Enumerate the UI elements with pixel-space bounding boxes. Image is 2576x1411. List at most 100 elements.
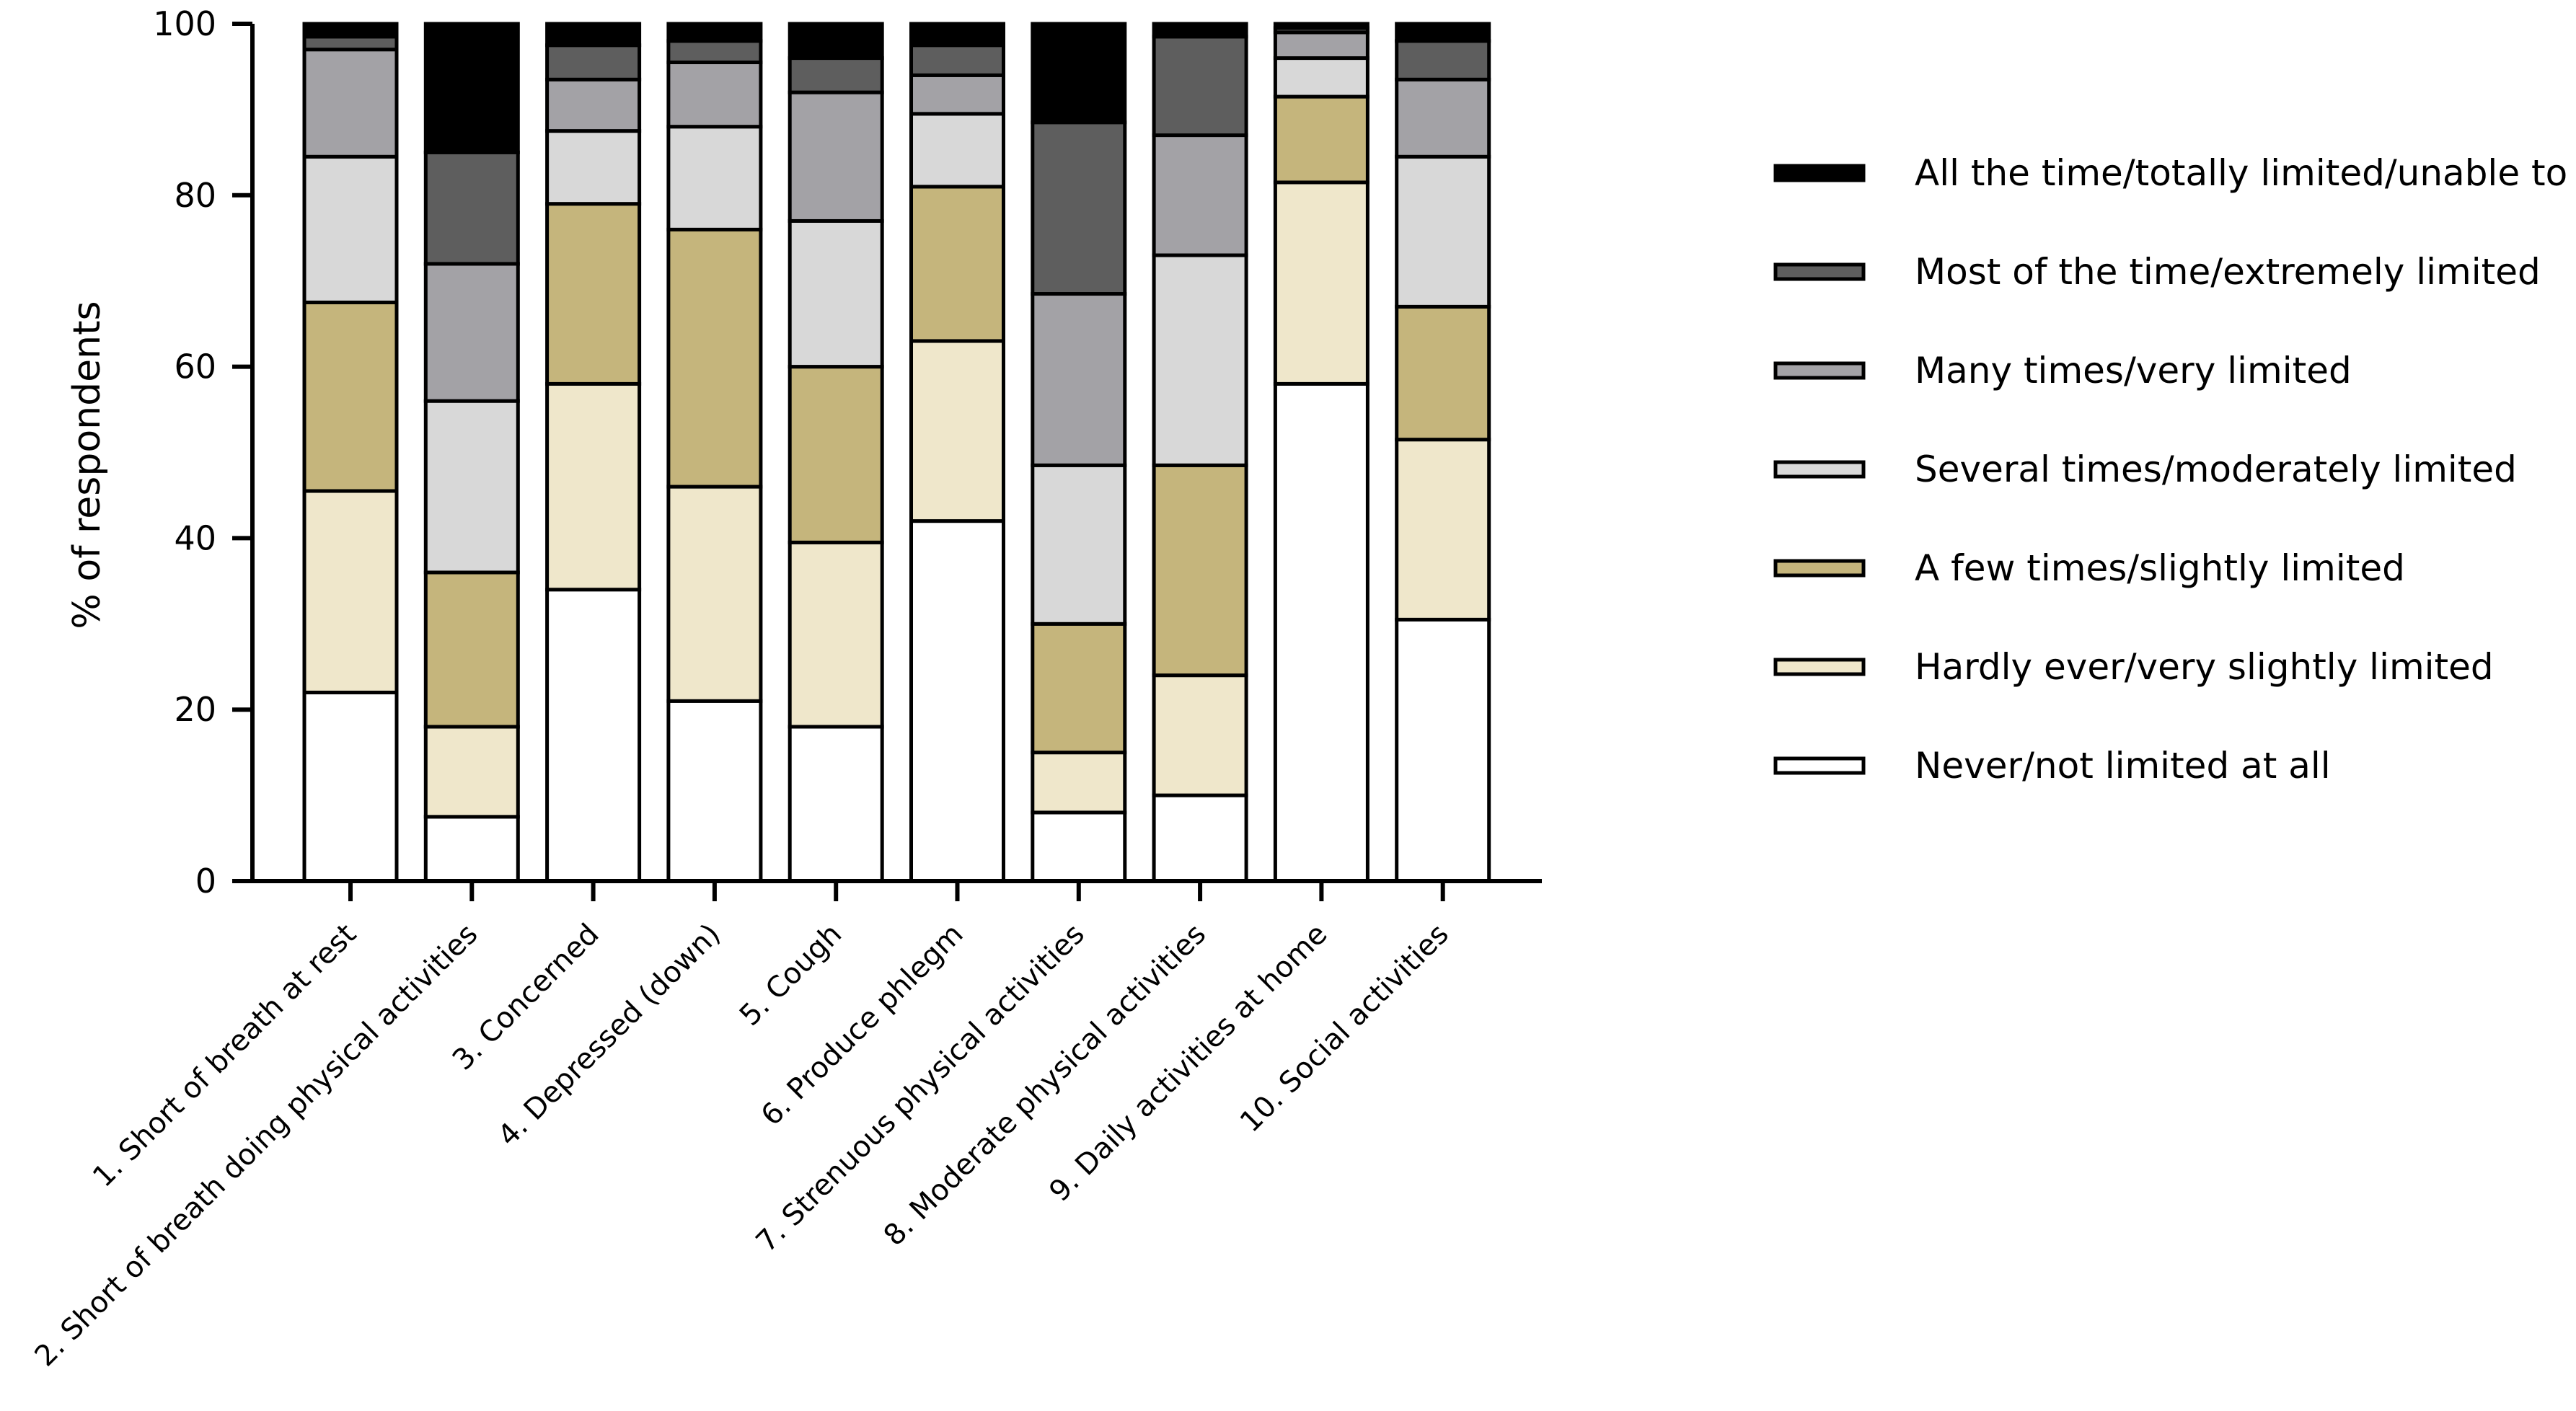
bar-segment-3-7 xyxy=(545,22,642,48)
bar-segment-2-3 xyxy=(423,570,520,729)
bar-segment-6-6 xyxy=(909,43,1005,77)
bar-segment-5-1 xyxy=(788,725,884,883)
legend-label: Hardly ever/very slightly limited xyxy=(1915,646,2494,688)
bar-segment-8-3 xyxy=(1152,463,1248,678)
bar-segment-7-6 xyxy=(1031,120,1127,296)
bar-segment-7-5 xyxy=(1031,292,1127,467)
bar-segment-2-1 xyxy=(423,815,520,883)
y-tick-label: 100 xyxy=(153,4,216,43)
bar-segment-7-7 xyxy=(1031,22,1127,125)
bar-segment-2-6 xyxy=(423,150,520,266)
category-label-2: 2. Short of breath doing physical activi… xyxy=(29,918,485,1374)
bar-segment-3-3 xyxy=(545,202,642,386)
bar-segment-1-4 xyxy=(302,154,399,304)
y-tick-label: 80 xyxy=(174,176,216,215)
bar-segment-4-3 xyxy=(666,227,763,489)
legend-label: Several times/moderately limited xyxy=(1915,448,2517,490)
bar-segment-5-3 xyxy=(788,365,884,544)
bar-segment-5-2 xyxy=(788,540,884,729)
bar-segment-9-5 xyxy=(1273,30,1369,61)
bar-segment-8-2 xyxy=(1152,673,1248,797)
legend-label: Never/not limited at all xyxy=(1915,745,2331,787)
y-tick-label: 40 xyxy=(174,518,216,557)
bar-segment-4-5 xyxy=(666,61,763,129)
legend: All the time/totally limited/unable to Mo… xyxy=(1773,152,2567,787)
bar-segment-8-4 xyxy=(1152,253,1248,467)
x-ticks xyxy=(348,881,1445,901)
bar-segment-8-1 xyxy=(1152,793,1248,883)
bar-segment-6-2 xyxy=(909,339,1005,523)
bar-segment-9-2 xyxy=(1273,180,1369,386)
bar-segment-4-2 xyxy=(666,485,763,703)
bar-segment-10-3 xyxy=(1395,304,1491,442)
bar-segment-3-5 xyxy=(545,77,642,133)
bar-segment-6-7 xyxy=(909,22,1005,48)
legend-swatch xyxy=(1773,460,1866,479)
bar-segment-6-1 xyxy=(909,519,1005,883)
bar-segment-3-2 xyxy=(545,381,642,592)
legend-swatch xyxy=(1773,559,1866,578)
y-tick-label: 20 xyxy=(174,690,216,729)
category-label-6: 6. Produce phlegm xyxy=(755,918,970,1133)
bar-segment-3-1 xyxy=(545,588,642,883)
bar-segment-4-4 xyxy=(666,125,763,231)
legend-label: Most of the time/extremely limited xyxy=(1915,251,2541,293)
axes-layer xyxy=(250,24,1542,883)
y-axis-label: % of respondents xyxy=(66,301,109,629)
bar-segment-5-6 xyxy=(788,56,884,94)
bar-segment-8-6 xyxy=(1152,35,1248,138)
bar-segment-4-7 xyxy=(666,22,763,43)
bar-segment-9-3 xyxy=(1273,94,1369,185)
bar-segment-7-3 xyxy=(1031,622,1127,755)
bar-segment-2-4 xyxy=(423,399,520,575)
bar-segment-10-4 xyxy=(1395,154,1491,309)
bar-segment-2-2 xyxy=(423,725,520,819)
legend-swatch xyxy=(1773,164,1866,182)
bar-segment-4-6 xyxy=(666,39,763,65)
legend-swatch xyxy=(1773,756,1866,775)
bar-segment-3-6 xyxy=(545,43,642,81)
legend-label: All the time/totally limited/unable to xyxy=(1915,152,2567,194)
legend-label: A few times/slightly limited xyxy=(1915,547,2405,589)
bar-segment-6-3 xyxy=(909,185,1005,343)
bar-segment-3-4 xyxy=(545,129,642,206)
category-label-5: 5. Cough xyxy=(733,918,848,1032)
y-tick-label: 0 xyxy=(195,862,216,901)
category-label-1: 1. Short of breath at rest xyxy=(87,918,363,1194)
bar-segment-7-2 xyxy=(1031,751,1127,815)
bar-segment-9-4 xyxy=(1273,56,1369,99)
y-tick-label: 60 xyxy=(174,348,216,386)
bar-segment-5-4 xyxy=(788,218,884,369)
bar-segment-1-3 xyxy=(302,300,399,493)
bar-segment-2-7 xyxy=(423,22,520,154)
bar-segment-8-7 xyxy=(1152,22,1248,39)
category-label-4: 4. Depressed (down) xyxy=(492,918,727,1153)
bar-segment-1-5 xyxy=(302,48,399,159)
legend-label: Many times/very limited xyxy=(1915,350,2352,392)
bar-segment-7-1 xyxy=(1031,810,1127,883)
bar-segment-8-5 xyxy=(1152,133,1248,257)
bar-segment-6-4 xyxy=(909,112,1005,189)
bar-segment-10-6 xyxy=(1395,39,1491,81)
bar-segment-10-1 xyxy=(1395,617,1491,883)
legend-swatch xyxy=(1773,361,1866,380)
bar-segment-5-7 xyxy=(788,22,884,61)
bar-segment-6-5 xyxy=(909,73,1005,116)
bar-segment-9-1 xyxy=(1273,381,1369,883)
legend-swatch xyxy=(1773,658,1866,676)
bars-layer xyxy=(302,22,1491,883)
bar-segment-5-5 xyxy=(788,90,884,223)
bar-segment-4-1 xyxy=(666,699,763,883)
category-label-10: 10. Social activities xyxy=(1234,918,1455,1139)
bar-segment-9-7 xyxy=(1273,22,1369,30)
bar-segment-1-1 xyxy=(302,690,399,883)
y-ticks: 0 20 40 60 80 100 xyxy=(153,4,252,901)
bar-segment-1-6 xyxy=(302,35,399,52)
bar-segment-10-7 xyxy=(1395,22,1491,43)
bar-segment-7-4 xyxy=(1031,463,1127,626)
legend-swatch xyxy=(1773,262,1866,281)
bar-segment-1-7 xyxy=(302,22,399,39)
bar-segment-10-2 xyxy=(1395,438,1491,622)
